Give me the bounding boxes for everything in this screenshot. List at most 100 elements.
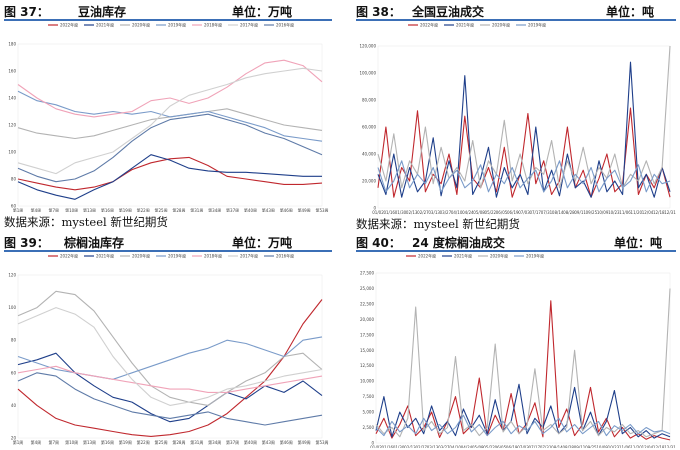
x-tick-label: 第46周 [280, 207, 293, 212]
x-tick-label: 06/05 [495, 445, 507, 448]
figure-title: 棕榈油库存 [64, 236, 125, 250]
legend-label: 2018年度 [204, 253, 222, 259]
legend-label: 2022年度 [60, 22, 78, 28]
y-tick-label: 60 [11, 370, 17, 375]
x-tick-label: 第19周 [119, 439, 132, 445]
legend-label: 2019年度 [168, 22, 186, 28]
legend-label: 2021年度 [456, 22, 474, 28]
series-line-1 [377, 61, 671, 198]
x-tick-label: 03/27 [440, 210, 452, 215]
chart-soybean-oil-stock: 60 80 100 120 140 160 180 第1周 第4周 第7周 第10周 第13周 第16周… [8, 22, 328, 212]
x-tick-label: 第40周 [244, 439, 257, 445]
x-tick-label: 09/11 [574, 445, 586, 448]
series-line-3 [17, 336, 323, 380]
y-tick-label: 2,500 [363, 425, 375, 430]
legend-label: 2019年度 [528, 22, 546, 28]
series-line-3 [17, 90, 323, 142]
x-tick-label: 12/18 [653, 445, 665, 448]
legend-label: 2022年度 [418, 253, 436, 259]
x-tick-label: 第16周 [101, 207, 114, 212]
y-tick-label: 60 [11, 204, 17, 209]
figure-number: 图 40： [356, 236, 401, 250]
x-tick-label: 第16周 [101, 439, 114, 445]
x-tick-label: 第7周 [48, 439, 59, 445]
series-line-5 [17, 67, 323, 175]
figure-number: 图 37： [4, 5, 49, 19]
x-tick-label: 第1周 [13, 439, 24, 445]
y-tick-label: 80,000 [362, 98, 376, 103]
x-tick-label: 第31周 [190, 207, 203, 212]
series-line-4 [17, 365, 323, 393]
x-tick-label: 第43周 [262, 439, 275, 445]
legend-label: 2016年度 [276, 253, 294, 259]
legend-label: 2016年度 [276, 22, 294, 28]
series-line-3 [377, 160, 671, 193]
x-tick-label: 第13周 [83, 439, 96, 445]
x-tick-label: 02/27 [415, 445, 427, 448]
panel-palm-oil-trade: 图 40： 24 度棕榈油成交 单位：吨 0 2,500 5,000 7,500 10,… [356, 233, 676, 448]
chart-soybean-oil-trade: 0 20,000 40,000 60,000 80,000 100,000 120,000 0… [359, 22, 676, 215]
x-tick-label: 12/04 [642, 445, 654, 448]
x-tick-label: 01/30 [395, 210, 407, 215]
series-line-2 [17, 108, 323, 140]
y-tick-label: 80 [11, 338, 17, 343]
chart-palm-oil-trade: 0 2,500 5,000 7,500 10,000 12,500 15,000 17,500… [360, 253, 676, 448]
y-tick-label: 180 [8, 42, 16, 47]
x-tick-label: 08/28 [562, 445, 574, 448]
series-line-6 [17, 113, 323, 183]
x-tick-label: 第10周 [65, 439, 78, 445]
x-tick-label: 07/17 [529, 445, 541, 448]
y-tick-label: 15,000 [360, 348, 374, 353]
legend-label: 2021年度 [96, 22, 114, 28]
y-tick-label: 120 [8, 123, 16, 128]
x-tick-label: 第34周 [208, 207, 221, 212]
header-rule [356, 19, 676, 21]
series-line-4 [17, 59, 323, 118]
x-tick-label: 第28周 [172, 207, 185, 212]
x-tick-label: 03/27 [438, 445, 450, 448]
legend-label: 2019年度 [526, 253, 544, 259]
x-tick-label: 09/25 [585, 445, 597, 448]
x-tick-label: 第28周 [172, 439, 185, 445]
header-rule [4, 250, 332, 252]
x-tick-label: 04/24 [461, 445, 473, 448]
figure-number: 图 39： [4, 236, 49, 250]
x-tick-label: 12/31 [664, 445, 676, 448]
x-tick-label: 07/31 [540, 445, 552, 448]
y-tick-label: 20,000 [360, 317, 374, 322]
x-tick-label: 10/23 [608, 210, 620, 215]
x-tick-label: 05/08 [473, 210, 485, 215]
legend-label: 2020年度 [490, 253, 508, 259]
y-tick-label: 100 [8, 305, 16, 310]
legend-label: 2018年度 [204, 22, 222, 28]
x-tick-label: 05/08 [472, 445, 484, 448]
x-tick-label: 06/19 [506, 445, 518, 448]
y-tick-label: 140 [8, 96, 16, 101]
series-line-0 [17, 299, 323, 437]
x-tick-label: 02/13 [406, 210, 418, 215]
source-note: 数据来源：mysteel 新世纪期货 [356, 217, 520, 231]
header-rule [356, 250, 676, 252]
x-tick-label: 第49周 [298, 439, 311, 445]
x-tick-label: 07/31 [541, 210, 553, 215]
x-tick-label: 12/04 [642, 210, 654, 215]
y-tick-label: 22,500 [360, 301, 374, 306]
panel-soybean-oil-trade: 图 38： 全国豆油成交 单位：吨 0 20,000 40,000 60,000 80,… [356, 2, 676, 231]
legend-label: 2022年度 [60, 253, 78, 259]
y-tick-label: 10,000 [360, 379, 374, 384]
x-tick-label: 10/09 [596, 445, 608, 448]
x-tick-label: 第25周 [155, 207, 168, 212]
x-tick-label: 第22周 [137, 439, 150, 445]
x-tick-label: 03/13 [428, 210, 440, 215]
x-tick-label: 第53周 [315, 207, 328, 212]
y-tick-label: 160 [8, 69, 16, 74]
x-tick-label: 第40周 [244, 207, 257, 212]
legend-label: 2022年度 [420, 22, 438, 28]
y-tick-label: 5,000 [363, 410, 375, 415]
x-tick-label: 04/10 [449, 445, 461, 448]
legend-label: 2020年度 [132, 22, 150, 28]
unit-label: 单位：万吨 [231, 5, 292, 19]
figure-title: 全国豆油成交 [412, 5, 485, 19]
x-tick-label: 07/17 [529, 210, 541, 215]
x-tick-label: 02/13 [404, 445, 416, 448]
